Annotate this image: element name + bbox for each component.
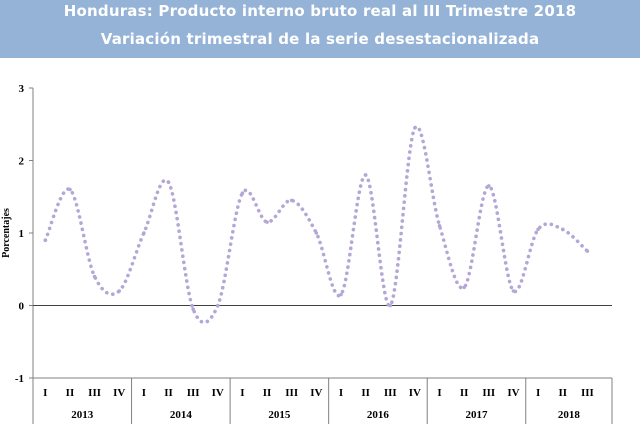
data-point [585, 249, 590, 253]
data-point [142, 231, 146, 235]
x-tick-label: I [536, 387, 540, 399]
x-tick-label: I [240, 387, 244, 399]
data-point [413, 126, 417, 130]
x-tick-label: III [285, 387, 298, 399]
x-tick-label: II [558, 387, 567, 399]
x-tick-label: IV [212, 387, 224, 399]
y-tick-label: 1 [19, 228, 25, 240]
year-label: 2018 [558, 409, 581, 421]
x-tick-label: IV [113, 387, 125, 399]
x-tick-label: II [263, 387, 272, 399]
x-tick-label: III [482, 387, 495, 399]
x-tick-label: IV [507, 387, 519, 399]
data-point [43, 238, 48, 243]
x-tick-label: III [88, 387, 101, 399]
data-point [314, 231, 319, 235]
data-point [92, 274, 97, 279]
series-line [43, 124, 590, 325]
data-point [191, 307, 195, 311]
year-label: 2017 [465, 409, 488, 421]
year-label: 2016 [367, 409, 390, 421]
data-point [511, 289, 516, 293]
x-tick-label: II [164, 387, 173, 399]
data-point [462, 285, 466, 290]
data-point [388, 303, 393, 308]
data-point [363, 173, 368, 177]
data-point [166, 180, 171, 185]
chart-subtitle: Variación trimestral de la serie desesta… [100, 30, 540, 48]
chart-header: Honduras: Producto interno bruto real al… [0, 0, 640, 58]
x-tick-label: IV [310, 387, 322, 399]
year-label: 2014 [170, 409, 193, 421]
y-tick-label: -1 [15, 373, 24, 385]
x-tick-label: III [187, 387, 200, 399]
x-tick-label: II [460, 387, 469, 399]
data-point [215, 303, 220, 308]
series-path [43, 124, 590, 325]
data-point [265, 220, 269, 224]
year-label: 2013 [71, 409, 94, 421]
y-axis-label: Porcentajes [1, 208, 12, 258]
data-point [560, 227, 565, 232]
data-point [536, 227, 540, 232]
x-tick-label: I [142, 387, 146, 399]
y-tick-label: 3 [19, 83, 25, 95]
data-point [68, 187, 72, 192]
x-tick-label: I [43, 387, 47, 399]
x-tick-label: II [361, 387, 370, 399]
data-point [240, 191, 245, 195]
chart-title: Honduras: Producto interno bruto real al… [63, 2, 577, 20]
x-tick-label: III [384, 387, 397, 399]
data-point [339, 292, 343, 297]
year-label: 2015 [268, 409, 291, 421]
data-point [437, 223, 442, 228]
y-tick-label: 2 [19, 156, 25, 168]
x-tick-label: I [437, 387, 441, 399]
chart-axes [29, 87, 613, 424]
x-tick-label: II [66, 387, 75, 399]
x-tick-label: III [581, 387, 594, 399]
y-tick-label: 0 [19, 301, 25, 313]
x-tick-label: IV [409, 387, 421, 399]
data-point [117, 289, 122, 293]
x-tick-label: I [339, 387, 343, 399]
data-point [487, 184, 491, 188]
data-point [289, 198, 294, 203]
